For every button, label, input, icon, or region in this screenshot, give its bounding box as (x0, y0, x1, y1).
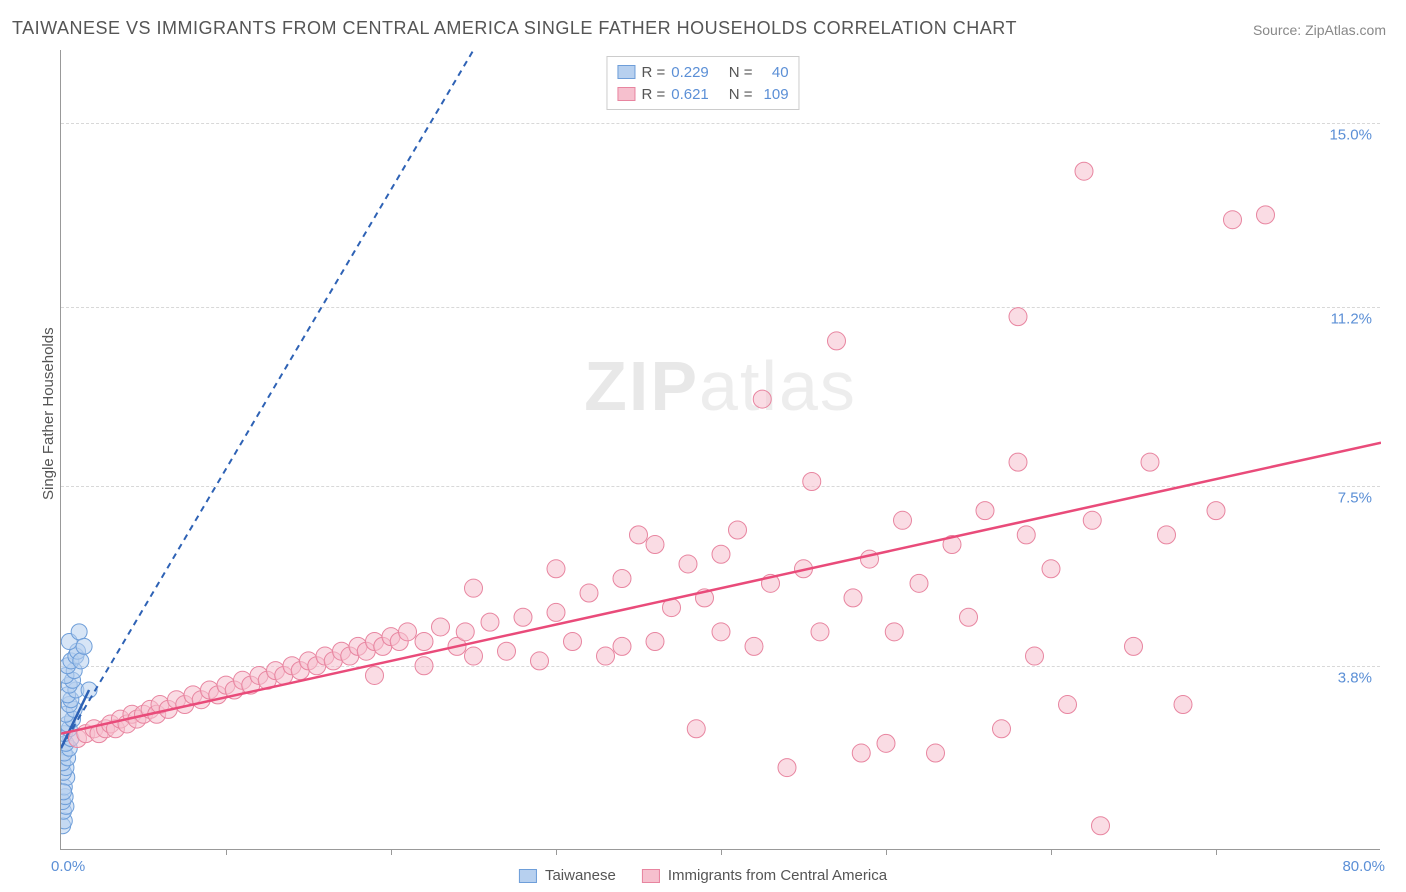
data-point (646, 536, 664, 554)
data-point (852, 744, 870, 762)
data-point (885, 623, 903, 641)
data-point (1009, 308, 1027, 326)
legend-n-label-0: N = (729, 64, 753, 81)
data-point (1141, 453, 1159, 471)
data-point (76, 638, 92, 654)
data-point (1009, 453, 1027, 471)
y-axis-label: Single Father Households (40, 327, 57, 500)
legend-stats: R = 0.229 N = 40 R = 0.621 N = 109 (606, 56, 799, 110)
legend-n-value-0: 40 (759, 64, 789, 81)
data-point (547, 560, 565, 578)
chart-title: TAIWANESE VS IMMIGRANTS FROM CENTRAL AME… (12, 18, 1017, 39)
data-point (514, 608, 532, 626)
data-point (729, 521, 747, 539)
legend-r-label-1: R = (641, 86, 665, 103)
data-point (828, 332, 846, 350)
data-point (1174, 696, 1192, 714)
data-point (597, 647, 615, 665)
data-point (465, 647, 483, 665)
data-point (811, 623, 829, 641)
data-point (432, 618, 450, 636)
legend-swatch-0 (617, 65, 635, 79)
data-point (547, 603, 565, 621)
data-point (1075, 162, 1093, 180)
data-point (613, 637, 631, 655)
legend-series-item-0: Taiwanese (519, 867, 616, 884)
data-point (456, 623, 474, 641)
data-point (1125, 637, 1143, 655)
data-point (580, 584, 598, 602)
trend-line (61, 50, 474, 748)
data-point (630, 526, 648, 544)
legend-series-label-0: Taiwanese (545, 867, 616, 884)
data-point (745, 637, 763, 655)
x-max-label: 80.0% (1342, 858, 1385, 875)
legend-swatch-b0 (519, 869, 537, 883)
data-point (910, 574, 928, 592)
data-point (415, 657, 433, 675)
data-point (927, 744, 945, 762)
data-point (687, 720, 705, 738)
data-point (1092, 817, 1110, 835)
legend-n-value-1: 109 (759, 86, 789, 103)
data-point (679, 555, 697, 573)
plot-area: ZIPatlas 0.0% 80.0% 3.8%7.5%11.2%15.0% (60, 50, 1380, 850)
data-point (481, 613, 499, 631)
data-point (73, 653, 89, 669)
data-point (1224, 211, 1242, 229)
data-point (399, 623, 417, 641)
trend-line (61, 443, 1381, 734)
data-point (1083, 511, 1101, 529)
data-point (712, 545, 730, 563)
data-point (1207, 502, 1225, 520)
legend-r-value-0: 0.229 (671, 64, 709, 81)
data-point (976, 502, 994, 520)
legend-series: Taiwanese Immigrants from Central Americ… (519, 867, 887, 884)
data-point (71, 624, 87, 640)
data-point (564, 633, 582, 651)
data-point (1158, 526, 1176, 544)
data-point (803, 473, 821, 491)
data-point (1017, 526, 1035, 544)
data-point (1257, 206, 1275, 224)
legend-swatch-b1 (642, 869, 660, 883)
data-point (778, 759, 796, 777)
data-point (712, 623, 730, 641)
data-point (753, 390, 771, 408)
data-point (1042, 560, 1060, 578)
data-point (877, 734, 895, 752)
source-label: Source: ZipAtlas.com (1253, 22, 1386, 38)
legend-series-label-1: Immigrants from Central America (668, 867, 887, 884)
chart-container: TAIWANESE VS IMMIGRANTS FROM CENTRAL AME… (0, 0, 1406, 892)
data-point (646, 633, 664, 651)
data-point (465, 579, 483, 597)
data-point (894, 511, 912, 529)
data-point (844, 589, 862, 607)
legend-r-label-0: R = (641, 64, 665, 81)
data-point (366, 666, 384, 684)
legend-r-value-1: 0.621 (671, 86, 709, 103)
data-point (993, 720, 1011, 738)
chart-svg (61, 50, 1381, 850)
legend-swatch-1 (617, 87, 635, 101)
data-point (960, 608, 978, 626)
legend-stats-row-1: R = 0.621 N = 109 (617, 83, 788, 105)
data-point (531, 652, 549, 670)
legend-stats-row-0: R = 0.229 N = 40 (617, 61, 788, 83)
data-point (1026, 647, 1044, 665)
x-min-label: 0.0% (51, 858, 85, 875)
data-point (613, 569, 631, 587)
data-point (498, 642, 516, 660)
legend-n-label-1: N = (729, 86, 753, 103)
data-point (415, 633, 433, 651)
data-point (1059, 696, 1077, 714)
legend-series-item-1: Immigrants from Central America (642, 867, 887, 884)
